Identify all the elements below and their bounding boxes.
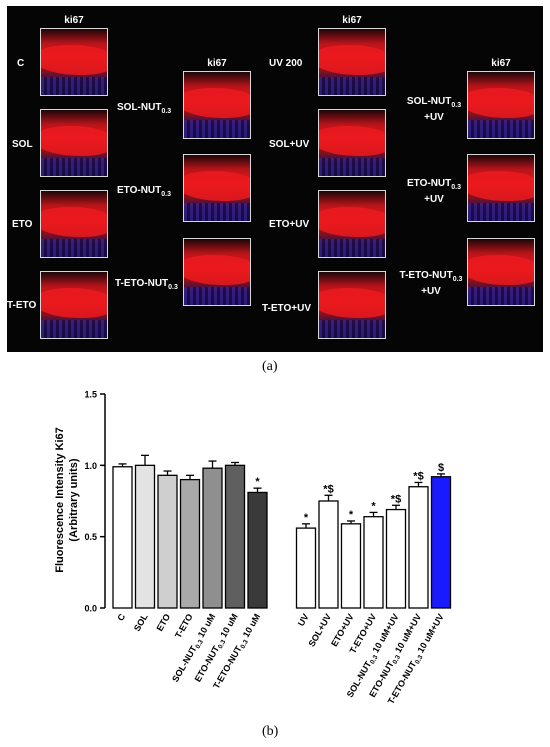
micrograph-tile	[183, 238, 251, 306]
bar	[408, 486, 429, 609]
bar	[363, 516, 384, 609]
micrograph-tile	[318, 190, 386, 258]
bar	[430, 476, 452, 609]
significance-marker: *	[304, 512, 309, 524]
label-teto-nut: T-ETO-NUT0.3	[115, 278, 178, 291]
micrograph-tile	[40, 271, 108, 339]
x-tick-label: SOL	[132, 612, 150, 633]
header-ki67: ki67	[342, 15, 362, 26]
label-uv200: UV 200	[269, 58, 303, 69]
bar	[112, 466, 133, 609]
caption-a: (a)	[262, 359, 278, 374]
significance-marker: $	[438, 462, 444, 474]
y-tick-label: 1.5	[84, 390, 97, 400]
micrograph-panel: ki67 C SOL ETO T-ETO ki67 SOL-NUT0.3 ETO…	[7, 6, 543, 352]
header-ki67: ki67	[491, 58, 511, 69]
label-eto-uv: ETO+UV	[269, 219, 310, 230]
label-sol-nut: SOL-NUT0.3	[117, 102, 172, 115]
micrograph-tile	[318, 109, 386, 177]
micrograph-tile	[467, 154, 535, 222]
y-tick-label: 0.5	[84, 532, 97, 542]
significance-marker: *	[371, 500, 376, 512]
bar	[318, 500, 339, 609]
x-tick-label: T-ETO	[173, 612, 195, 640]
x-tick-label: UV	[296, 612, 311, 628]
label-teto-nut-uv: T-ETO-NUT0.3 +UV	[399, 270, 463, 297]
label-teto-uv: T-ETO+UV	[262, 303, 311, 314]
bar	[385, 508, 407, 609]
x-tick-label: C	[115, 612, 127, 623]
x-tick-label: ETO	[154, 612, 172, 633]
significance-marker: *	[349, 509, 354, 521]
micrograph-tile	[40, 28, 108, 96]
header-ki67: ki67	[64, 15, 84, 26]
y-axis-label-line1: Fluorescence Intensity Ki67	[54, 427, 66, 573]
y-tick-label: 1.0	[84, 461, 97, 471]
axes: 0.0 0.5 1.0 1.5	[84, 390, 106, 614]
micrograph-tile	[318, 271, 386, 339]
micrograph-tile	[183, 154, 251, 222]
significance-marker: *$	[323, 483, 333, 495]
micrograph-tile	[40, 190, 108, 258]
header-ki67: ki67	[207, 58, 227, 69]
bar	[179, 478, 201, 609]
bar	[134, 464, 156, 609]
significance-marker: *$	[413, 470, 423, 482]
y-tick-label: 0.0	[84, 604, 97, 614]
y-axis-label-line2: (Arbitrary units)	[68, 458, 80, 541]
label-eto-nut-uv: ETO-NUT0.3 +UV	[407, 178, 461, 205]
significance-marker: *$	[391, 493, 401, 505]
label-sol-uv: SOL+UV	[269, 139, 310, 150]
micrograph-tile	[40, 109, 108, 177]
caption-b: (b)	[262, 724, 279, 739]
significance-marker: *	[255, 476, 260, 488]
bar-chart: Fluorescence Intensity Ki67 (Arbitrary u…	[54, 390, 452, 706]
bar	[295, 527, 317, 609]
micrograph-tile	[183, 71, 251, 139]
micrograph-tile	[467, 71, 535, 139]
bar	[340, 523, 362, 609]
label-c: C	[17, 58, 25, 69]
bar	[247, 491, 268, 609]
bar	[157, 474, 178, 609]
bar	[202, 467, 223, 609]
label-teto: T-ETO	[7, 300, 37, 311]
bar	[224, 464, 246, 609]
label-eto: ETO	[12, 219, 33, 230]
label-sol-nut-uv: SOL-NUT0.3 +UV	[406, 96, 462, 123]
label-sol: SOL	[12, 139, 33, 150]
label-eto-nut: ETO-NUT0.3	[117, 185, 171, 198]
micrograph-tile	[467, 238, 535, 306]
micrograph-tile	[318, 28, 386, 96]
